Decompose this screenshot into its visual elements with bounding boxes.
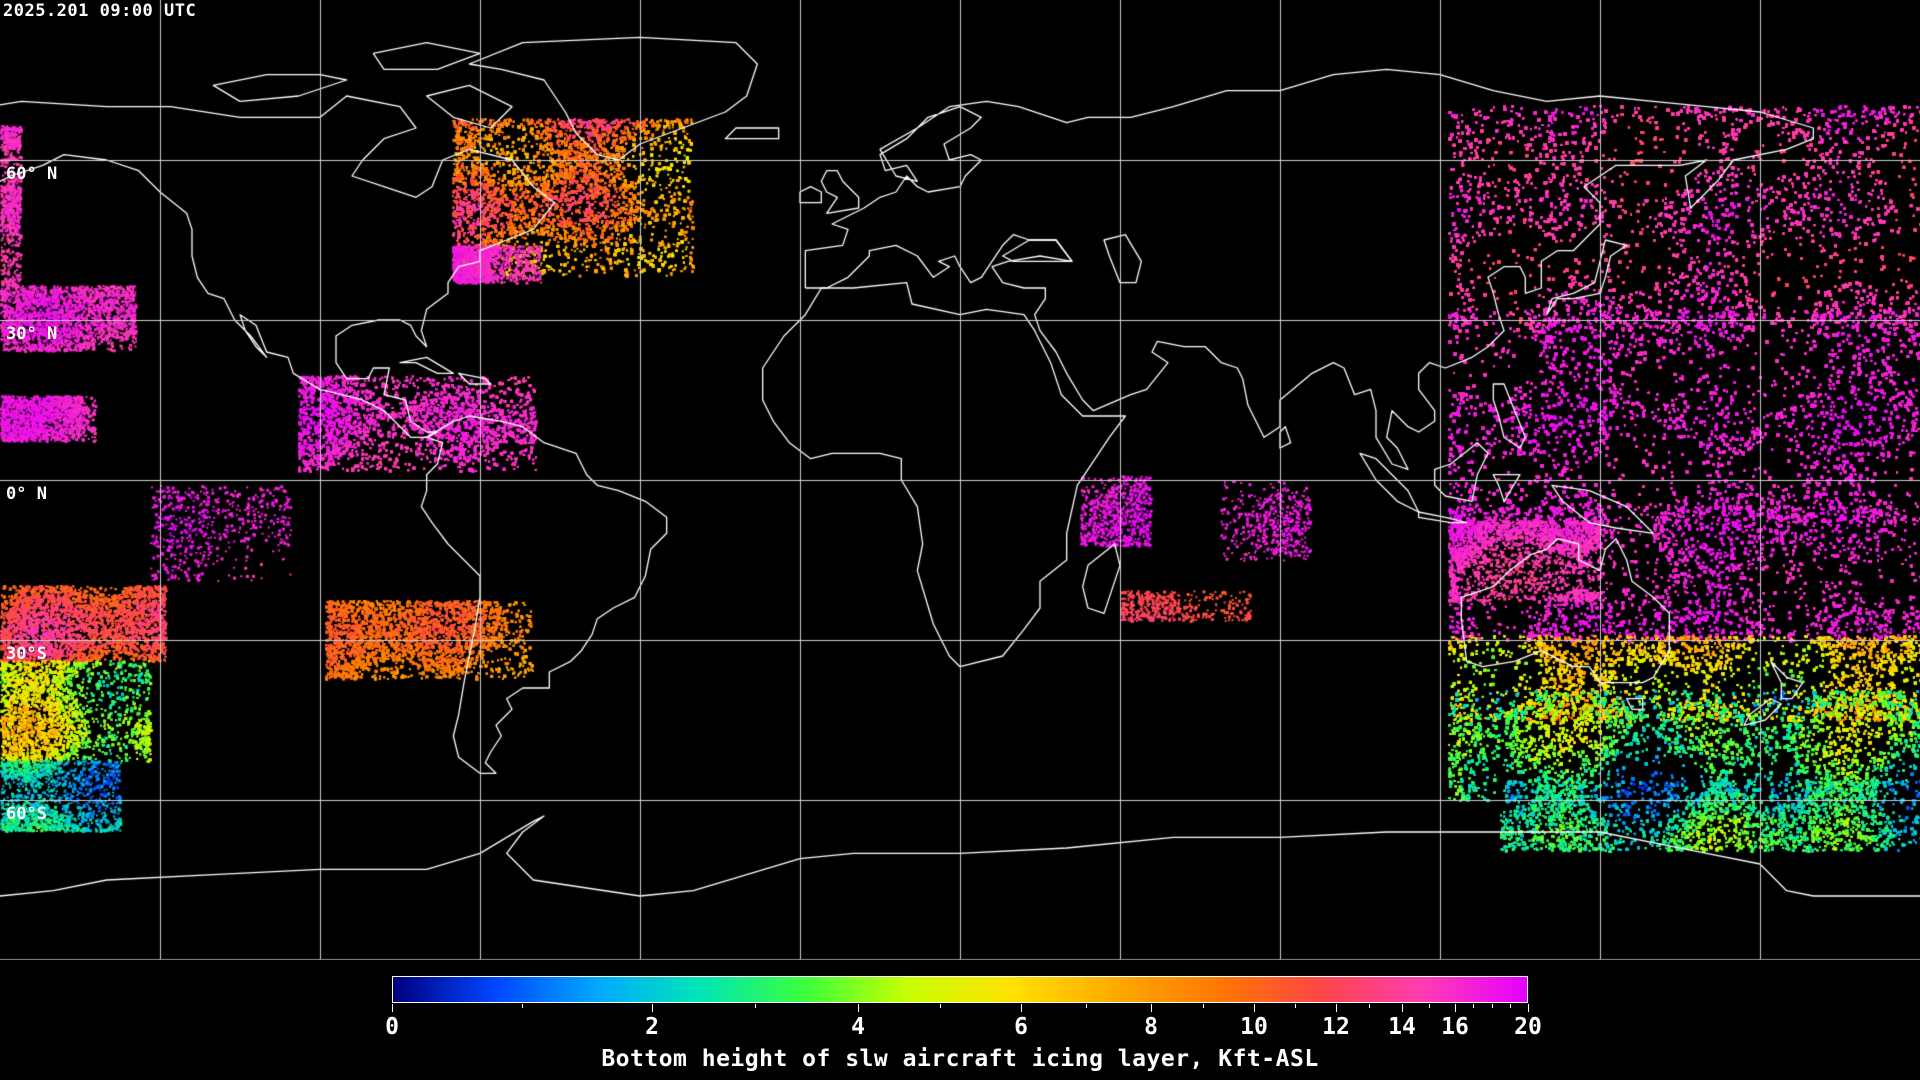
colorbar-minor-tick: [1473, 1004, 1475, 1008]
colorbar-major-tick: [652, 1004, 653, 1012]
colorbar-minor-tick: [1428, 1004, 1430, 1008]
colorbar-major-tick: [1021, 1004, 1022, 1012]
icing-map: [0, 0, 1920, 960]
colorbar-major-tick: [392, 1004, 393, 1012]
colorbar-major-tick: [1151, 1004, 1152, 1012]
colorbar-tick-label: 4: [851, 1014, 865, 1040]
colorbar-tick-label: 2: [645, 1014, 659, 1040]
colorbar-tick-label: 0: [385, 1014, 399, 1040]
colorbar-tick-label: 12: [1322, 1014, 1350, 1040]
colorbar-major-tick: [1336, 1004, 1337, 1012]
colorbar-gradient: [393, 977, 1527, 1002]
colorbar-major-tick: [1528, 1004, 1529, 1012]
lat-label-60n: 60° N: [6, 164, 58, 184]
colorbar-tick-label: 6: [1014, 1014, 1028, 1040]
colorbar-major-tick: [858, 1004, 859, 1012]
colorbar-minor-tick: [1491, 1004, 1493, 1008]
colorbar: [392, 976, 1528, 1003]
timestamp-label: 2025.201 09:00 UTC: [3, 1, 197, 21]
colorbar-tick-label: 8: [1144, 1014, 1158, 1040]
colorbar-minor-tick: [1202, 1004, 1204, 1008]
colorbar-minor-tick: [939, 1004, 941, 1008]
colorbar-minor-tick: [1369, 1004, 1370, 1008]
colorbar-minor-tick: [755, 1004, 756, 1008]
colorbar-tick-label: 10: [1240, 1014, 1268, 1040]
lat-label-30n: 30° N: [6, 324, 58, 344]
colorbar-tick-label: 14: [1388, 1014, 1416, 1040]
colorbar-title: Bottom height of slw aircraft icing laye…: [601, 1046, 1319, 1072]
lat-label-30s: 30°S: [6, 644, 47, 664]
colorbar-major-tick: [1254, 1004, 1255, 1012]
lat-label-60s: 60°S: [6, 804, 47, 824]
colorbar-minor-tick: [522, 1004, 523, 1008]
colorbar-major-tick: [1455, 1004, 1456, 1012]
colorbar-major-tick: [1402, 1004, 1403, 1012]
colorbar-minor-tick: [1086, 1004, 1087, 1008]
lat-label-0n: 0° N: [6, 484, 47, 504]
colorbar-minor-tick: [1295, 1004, 1296, 1008]
colorbar-minor-tick: [1509, 1004, 1511, 1008]
colorbar-tick-label: 16: [1441, 1014, 1469, 1040]
colorbar-tick-label: 20: [1514, 1014, 1542, 1040]
